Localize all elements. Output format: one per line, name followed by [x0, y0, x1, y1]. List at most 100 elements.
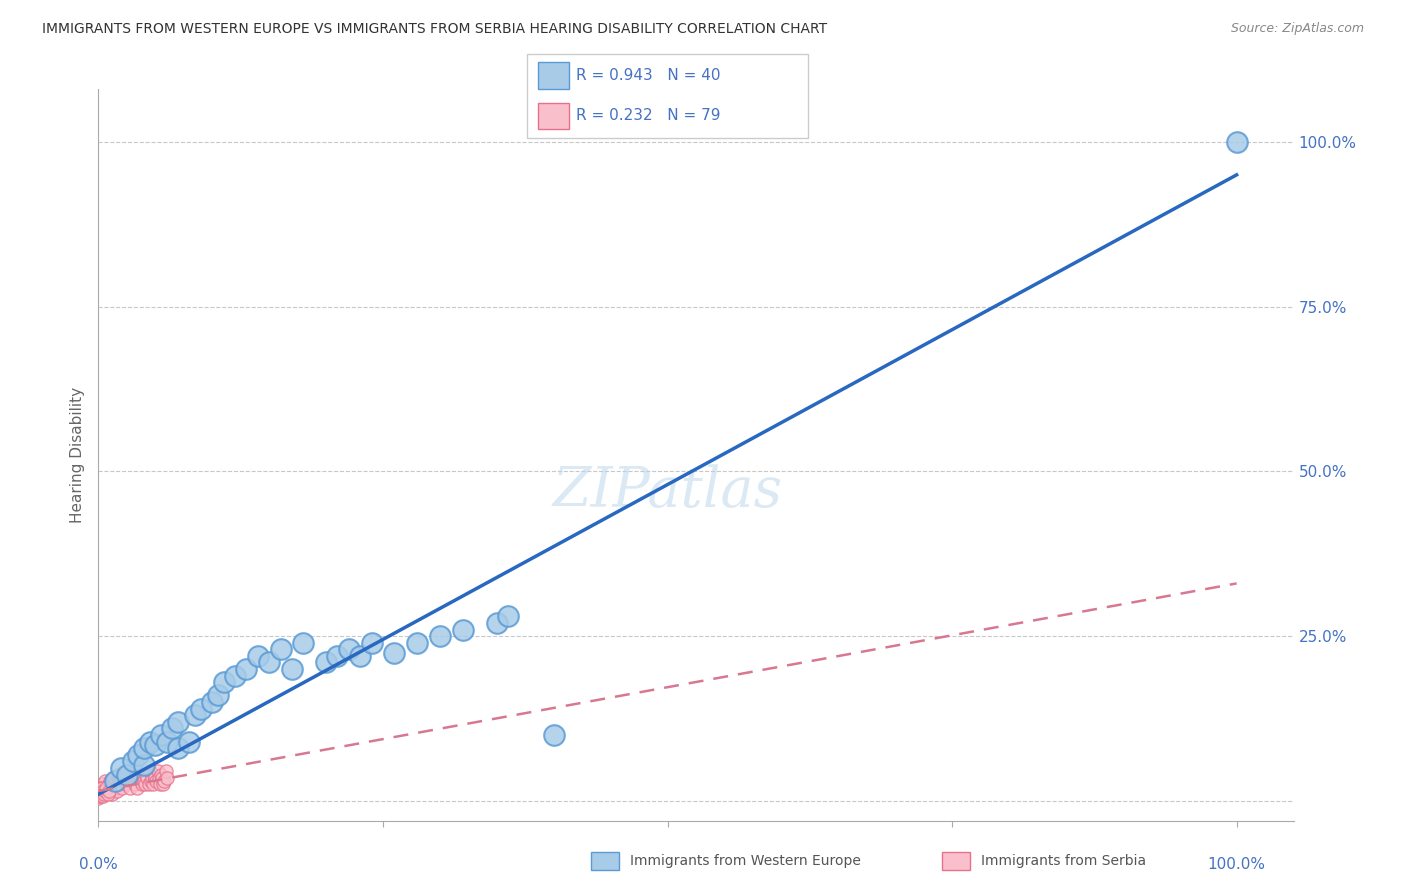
Text: R = 0.232   N = 79: R = 0.232 N = 79: [576, 109, 721, 123]
Point: [89, 787, 111, 801]
Point: [89, 786, 111, 800]
Point: [224, 668, 246, 682]
Point: [97, 784, 120, 798]
Point: [90, 780, 112, 795]
Point: [451, 623, 474, 637]
Point: [90, 780, 112, 795]
Point: [110, 761, 132, 775]
Point: [127, 780, 149, 795]
Point: [98, 774, 121, 789]
Point: [104, 774, 127, 789]
Point: [150, 728, 173, 742]
Point: [97, 777, 120, 791]
Point: [134, 777, 156, 791]
Point: [90, 784, 112, 798]
Point: [100, 780, 122, 795]
Point: [149, 777, 172, 791]
Point: [179, 734, 201, 748]
Point: [90, 787, 112, 801]
Text: Source: ZipAtlas.com: Source: ZipAtlas.com: [1230, 22, 1364, 36]
Point: [89, 787, 111, 801]
Text: IMMIGRANTS FROM WESTERN EUROPE VS IMMIGRANTS FROM SERBIA HEARING DISABILITY CORR: IMMIGRANTS FROM WESTERN EUROPE VS IMMIGR…: [42, 22, 827, 37]
Point: [87, 787, 110, 801]
Point: [138, 777, 160, 791]
Point: [94, 774, 117, 789]
Point: [94, 784, 117, 798]
Point: [143, 771, 166, 785]
Point: [1226, 135, 1249, 149]
Point: [257, 656, 280, 670]
Text: 0.0%: 0.0%: [79, 857, 118, 871]
Point: [139, 774, 162, 789]
Point: [87, 789, 110, 803]
Point: [108, 777, 131, 791]
Point: [114, 774, 136, 789]
Point: [107, 767, 129, 781]
Point: [96, 780, 118, 795]
Point: [184, 708, 207, 723]
Point: [115, 767, 138, 781]
Point: [190, 701, 212, 715]
Point: [138, 764, 160, 779]
Point: [152, 777, 174, 791]
Point: [496, 609, 519, 624]
Point: [90, 784, 112, 798]
Point: [270, 642, 292, 657]
Point: [132, 767, 155, 781]
Point: [141, 771, 163, 785]
Point: [337, 642, 360, 657]
Point: [114, 777, 136, 791]
Point: [429, 629, 451, 643]
Point: [246, 648, 269, 663]
Point: [96, 780, 118, 795]
Point: [135, 767, 157, 781]
Point: [145, 774, 167, 789]
Point: [111, 780, 134, 795]
Point: [129, 774, 152, 789]
Point: [127, 767, 149, 781]
Point: [96, 784, 118, 798]
Point: [87, 790, 110, 805]
Point: [108, 774, 131, 789]
Point: [201, 695, 224, 709]
Text: Immigrants from Serbia: Immigrants from Serbia: [981, 854, 1146, 868]
Point: [315, 656, 337, 670]
Point: [105, 784, 128, 798]
Point: [91, 789, 114, 803]
Point: [120, 780, 142, 795]
Point: [125, 771, 148, 785]
Point: [121, 755, 143, 769]
Point: [167, 741, 190, 756]
Point: [349, 648, 371, 663]
Point: [143, 738, 166, 752]
Point: [93, 787, 115, 801]
Point: [156, 771, 179, 785]
Point: [89, 780, 111, 795]
Point: [406, 636, 429, 650]
Point: [235, 662, 257, 676]
Point: [142, 777, 165, 791]
Point: [326, 648, 349, 663]
Point: [543, 728, 565, 742]
Y-axis label: Hearing Disability: Hearing Disability: [70, 387, 86, 523]
Point: [212, 675, 235, 690]
Point: [150, 767, 173, 781]
Point: [96, 787, 118, 801]
Point: [360, 636, 382, 650]
Point: [120, 771, 142, 785]
Point: [132, 774, 155, 789]
Text: ZIPatlas: ZIPatlas: [553, 464, 783, 518]
Point: [167, 714, 190, 729]
Point: [148, 771, 170, 785]
Point: [156, 734, 179, 748]
Point: [121, 767, 143, 781]
Point: [91, 777, 114, 791]
Point: [128, 771, 150, 785]
Point: [132, 757, 155, 772]
Point: [93, 787, 115, 801]
Point: [131, 777, 153, 791]
Point: [150, 771, 173, 785]
Point: [138, 734, 160, 748]
Point: [136, 771, 159, 785]
Point: [118, 774, 141, 789]
